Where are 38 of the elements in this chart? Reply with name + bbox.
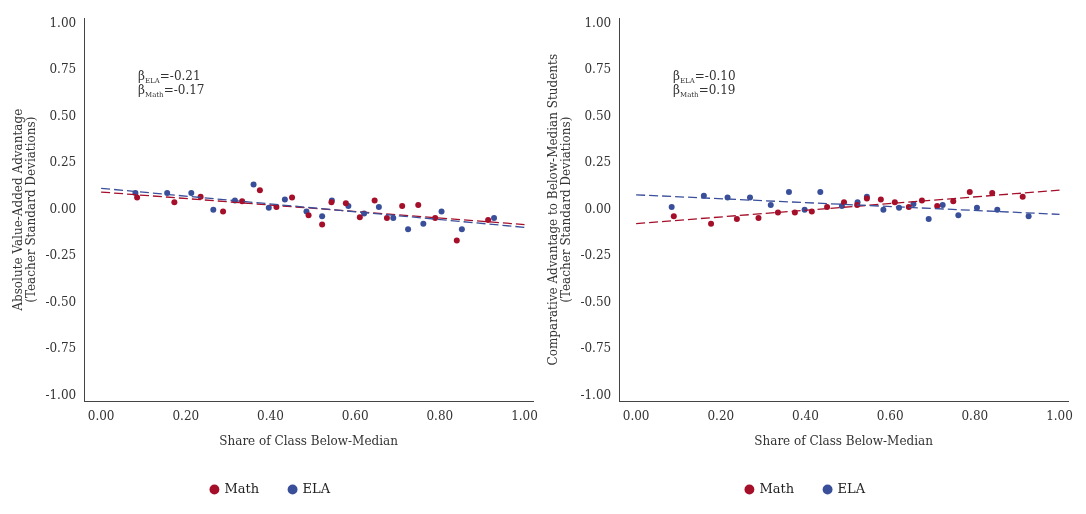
y-tick-label: -0.50 — [580, 294, 612, 309]
y-tick-label: -0.75 — [45, 341, 77, 356]
legend-label: Math — [759, 480, 795, 496]
legend-label: ELA — [837, 480, 866, 496]
x-tick-label: 0.80 — [426, 408, 454, 423]
y-tick-label: -0.25 — [580, 248, 612, 263]
x-tick-label: 1.00 — [511, 408, 538, 423]
x-axis-title: Share of Class Below-Median — [219, 433, 399, 448]
x-tick-label: 0.60 — [341, 408, 369, 423]
y-tick-label: -0.50 — [45, 294, 77, 309]
x-tick-label: 0.20 — [707, 408, 735, 423]
x-tick-label: 0.40 — [257, 408, 284, 423]
y-tick-label: 0.25 — [49, 155, 77, 170]
legend-label: ELA — [302, 480, 331, 496]
y-tick-label: 1.00 — [584, 15, 612, 30]
legend-label: Math — [224, 480, 260, 496]
x-tick-label: 1.00 — [1046, 408, 1073, 423]
y-axis-title: Comparative Advantage to Below-Median Students (Teacher Standard Deviations) — [545, 53, 573, 366]
y-tick-label: 0.75 — [584, 62, 612, 77]
x-tick-label: 0.60 — [876, 408, 904, 423]
y-tick-label: 0.75 — [49, 62, 77, 77]
y-tick-label: -0.25 — [45, 248, 77, 263]
y-tick-label: -1.00 — [580, 387, 612, 402]
x-tick-label: 0.00 — [87, 408, 115, 423]
y-tick-label: -0.75 — [580, 341, 612, 356]
y-tick-label: 0.50 — [584, 108, 612, 123]
x-tick-label: 0.20 — [172, 408, 200, 423]
y-tick-label: 0.00 — [49, 201, 77, 216]
x-tick-label: 0.00 — [622, 408, 650, 423]
y-tick-label: -1.00 — [45, 387, 77, 402]
x-tick-label: 0.80 — [961, 408, 989, 423]
y-tick-label: 1.00 — [49, 15, 77, 30]
y-tick-label: 0.00 — [584, 201, 612, 216]
y-tick-label: 0.50 — [49, 108, 77, 123]
y-tick-label: 0.25 — [584, 155, 612, 170]
x-tick-label: 0.40 — [792, 408, 819, 423]
y-axis-title: Absolute Value-Added Advantage (Teacher Standard Deviations) — [10, 108, 38, 312]
x-axis-title: Share of Class Below-Median — [754, 433, 934, 448]
